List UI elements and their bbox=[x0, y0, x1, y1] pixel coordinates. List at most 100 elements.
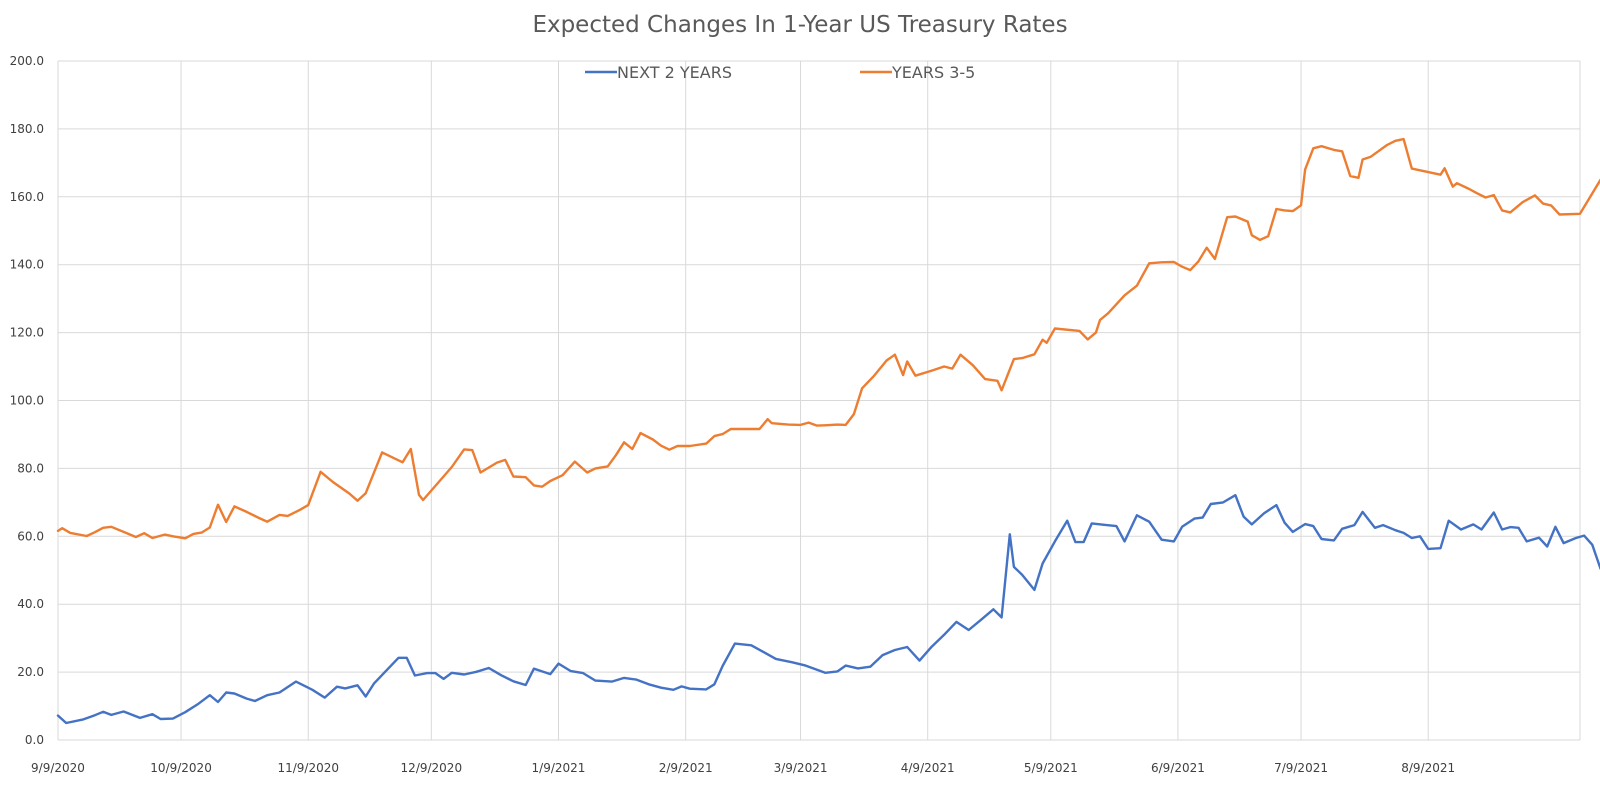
data-point bbox=[799, 424, 802, 426]
data-point bbox=[615, 454, 617, 456]
data-point bbox=[1214, 258, 1216, 260]
data-point bbox=[1509, 211, 1511, 213]
data-point bbox=[1320, 145, 1323, 147]
data-point bbox=[434, 672, 436, 674]
data-point bbox=[689, 445, 691, 447]
data-point bbox=[1275, 504, 1277, 506]
data-point bbox=[479, 471, 482, 474]
data-point bbox=[1033, 353, 1035, 355]
data-point bbox=[426, 672, 428, 674]
data-point bbox=[139, 717, 141, 719]
y-tick-label: 60.0 bbox=[17, 529, 44, 543]
data-point bbox=[266, 521, 268, 523]
data-point bbox=[951, 368, 953, 370]
data-point bbox=[324, 697, 326, 699]
x-tick-label: 8/9/2021 bbox=[1401, 761, 1455, 775]
data-point bbox=[746, 428, 748, 430]
data-point bbox=[869, 666, 871, 668]
data-point bbox=[758, 428, 761, 430]
data-point bbox=[734, 643, 736, 645]
data-point bbox=[791, 661, 793, 663]
data-point bbox=[1251, 523, 1253, 526]
data-point bbox=[713, 683, 716, 685]
data-point bbox=[1033, 589, 1035, 591]
data-point bbox=[246, 511, 248, 513]
data-point bbox=[311, 689, 313, 691]
data-point bbox=[1042, 562, 1044, 565]
data-point bbox=[504, 459, 506, 461]
data-point bbox=[1099, 319, 1101, 321]
data-point bbox=[365, 695, 367, 698]
data-point bbox=[348, 492, 350, 495]
data-point bbox=[906, 646, 908, 648]
data-point bbox=[201, 532, 203, 534]
data-point bbox=[1374, 527, 1376, 529]
y-tick-label: 0.0 bbox=[25, 733, 44, 747]
data-point bbox=[767, 418, 769, 420]
data-point bbox=[549, 480, 551, 482]
data-point bbox=[443, 678, 445, 680]
data-point bbox=[233, 692, 235, 695]
data-point bbox=[1579, 213, 1581, 215]
chart-title: Expected Changes In 1-Year US Treasury R… bbox=[532, 12, 1068, 38]
data-point bbox=[278, 514, 281, 516]
data-point bbox=[902, 374, 904, 376]
data-point bbox=[233, 505, 235, 507]
data-point bbox=[1087, 338, 1089, 340]
data-point bbox=[705, 688, 707, 691]
data-point bbox=[1546, 545, 1548, 548]
data-point bbox=[1509, 526, 1511, 528]
data-point bbox=[525, 476, 527, 478]
data-point bbox=[1001, 616, 1003, 619]
data-point bbox=[1054, 327, 1056, 330]
data-point bbox=[1292, 531, 1294, 533]
data-point bbox=[1460, 528, 1462, 531]
data-point bbox=[1333, 539, 1335, 542]
data-point bbox=[1091, 522, 1093, 525]
data-point bbox=[1136, 514, 1138, 516]
data-point bbox=[1136, 285, 1138, 287]
data-point bbox=[886, 359, 888, 361]
data-point bbox=[102, 711, 104, 713]
data-point bbox=[1197, 260, 1200, 262]
data-point bbox=[594, 680, 597, 682]
data-point bbox=[225, 521, 227, 523]
data-point bbox=[1013, 358, 1015, 360]
data-point bbox=[1222, 501, 1224, 503]
data-point bbox=[668, 449, 670, 451]
data-point bbox=[1448, 520, 1450, 522]
data-point bbox=[1124, 540, 1126, 543]
data-point bbox=[365, 492, 367, 494]
data-point bbox=[1173, 261, 1175, 263]
data-point bbox=[57, 715, 59, 717]
data-point bbox=[1357, 177, 1360, 179]
data-point bbox=[808, 422, 810, 424]
data-point bbox=[1206, 247, 1208, 249]
data-point bbox=[1275, 208, 1277, 210]
data-point bbox=[184, 537, 186, 539]
data-point bbox=[681, 685, 683, 688]
data-point bbox=[525, 684, 527, 686]
data-point bbox=[549, 673, 551, 675]
data-point bbox=[1189, 269, 1191, 271]
y-tick-label: 40.0 bbox=[17, 597, 44, 611]
data-point bbox=[61, 527, 63, 529]
data-point bbox=[1526, 540, 1528, 543]
x-tick-label: 5/9/2021 bbox=[1024, 761, 1078, 775]
data-point bbox=[422, 499, 424, 501]
data-point bbox=[1263, 512, 1265, 514]
y-tick-label: 200.0 bbox=[10, 54, 44, 68]
data-point bbox=[1124, 294, 1126, 296]
data-point bbox=[320, 471, 322, 473]
data-point bbox=[496, 462, 498, 464]
data-point bbox=[1078, 330, 1081, 332]
data-point bbox=[1403, 138, 1405, 140]
data-point bbox=[660, 687, 662, 689]
data-point bbox=[836, 424, 839, 426]
series-line-next-2-years bbox=[56, 494, 1600, 725]
data-point bbox=[1021, 574, 1023, 576]
data-point bbox=[1341, 150, 1343, 152]
data-point bbox=[955, 621, 958, 623]
data-point bbox=[1304, 169, 1306, 171]
data-point bbox=[1472, 523, 1474, 526]
